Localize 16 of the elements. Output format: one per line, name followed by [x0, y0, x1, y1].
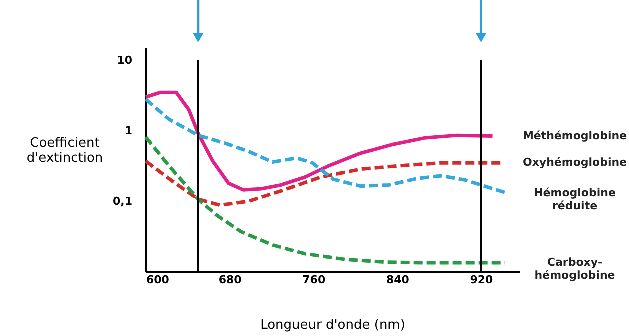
y-tick-label: 10 — [117, 54, 133, 67]
line-series — [144, 136, 508, 265]
x-tick-label: 600 — [146, 274, 170, 286]
line-series — [144, 160, 503, 208]
x-tick-label: 760 — [302, 274, 326, 286]
series-label: Oxyhémoglobine — [522, 156, 628, 170]
y-tick-label: 0,1 — [113, 194, 132, 208]
text: Hémoglobine réduite — [534, 186, 616, 212]
x-tick-label: 920 — [470, 274, 494, 286]
x-axis-title: Longueur d'onde (nm) — [260, 318, 406, 333]
x-tick-label: 680 — [218, 274, 242, 286]
y-axis-title: Coefficient d'extinction — [26, 136, 104, 166]
text: Méthémoglobine — [522, 129, 628, 142]
y-tick-label: 1 — [124, 124, 132, 138]
x-tick-label: 840 — [386, 274, 410, 286]
text: Carboxy- hémoglobine — [534, 256, 616, 282]
